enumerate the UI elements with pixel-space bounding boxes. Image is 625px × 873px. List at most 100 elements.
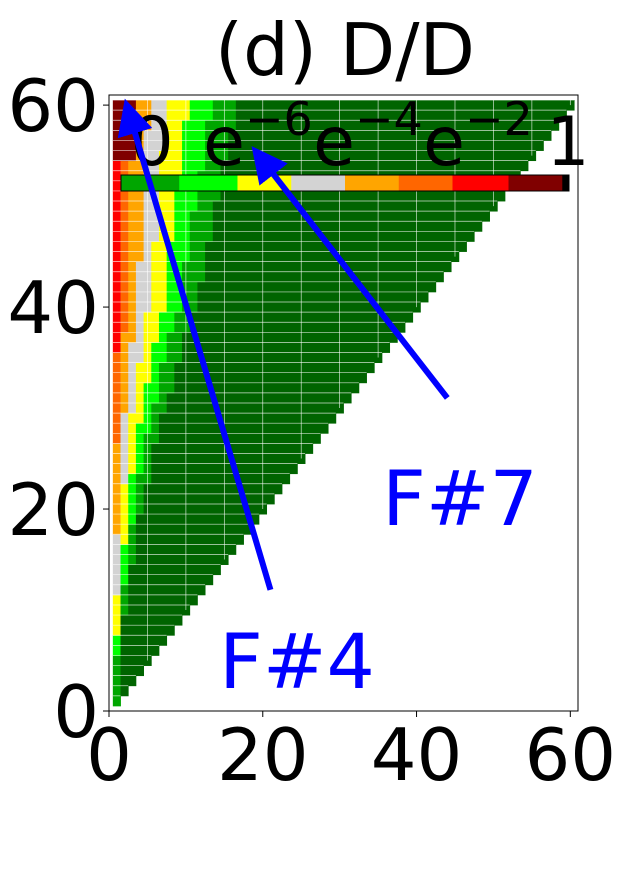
heatmap-cell	[120, 685, 129, 697]
heatmap-cell	[112, 211, 121, 222]
heatmap-cell	[158, 150, 183, 162]
heatmap-cell	[120, 503, 129, 515]
heatmap-cell	[112, 503, 121, 515]
heatmap-cell	[120, 362, 129, 374]
heatmap-cell	[189, 322, 406, 333]
heatmap-cell	[166, 130, 183, 141]
heatmap-cell	[143, 231, 160, 242]
heatmap-cell	[135, 382, 144, 394]
heatmap-cell	[182, 140, 206, 151]
heatmap-cell	[112, 695, 121, 707]
heatmap-cell	[135, 302, 152, 313]
heatmap-cell	[205, 271, 444, 283]
heatmap-cell	[128, 312, 137, 323]
heatmap-cell	[135, 483, 144, 495]
heatmap-cell	[228, 150, 537, 162]
heatmap-cell	[135, 403, 144, 414]
heatmap-cell	[197, 302, 421, 313]
x-tick-label: 0	[86, 713, 132, 797]
heatmap-cell	[174, 231, 191, 242]
heatmap-cell	[174, 312, 191, 323]
heatmap-cell	[120, 201, 129, 212]
heatmap-cell	[174, 362, 375, 374]
annotation-arrow	[251, 146, 450, 400]
heatmap-cell	[174, 221, 191, 232]
heatmap-cell	[182, 120, 206, 131]
heatmap-cell	[112, 241, 121, 252]
heatmap-cell	[143, 433, 160, 444]
heatmap-cell	[158, 221, 175, 232]
heatmap-cell	[120, 655, 152, 666]
heatmap-cell	[128, 544, 137, 555]
colorbar-segment	[398, 175, 453, 191]
heatmap-cell	[128, 493, 137, 505]
heatmap-cell	[228, 130, 552, 141]
heatmap-cell	[166, 241, 191, 252]
heatmap-cell	[120, 352, 129, 364]
heatmap-cell	[151, 403, 168, 414]
heatmap-cell	[166, 302, 183, 313]
heatmap-cell	[143, 140, 168, 151]
heatmap-cell	[158, 160, 183, 172]
heatmap-cell	[128, 463, 137, 475]
heatmap-cell	[189, 251, 206, 263]
heatmap-cell	[151, 100, 168, 111]
heatmap-cell	[128, 271, 137, 283]
heatmap-cell	[135, 392, 144, 404]
heatmap-cell	[182, 332, 398, 343]
heatmap-cell	[151, 261, 168, 273]
heatmap-cell	[197, 281, 437, 293]
heatmap-cell	[135, 261, 152, 273]
heatmap-cell	[120, 665, 144, 677]
y-tick-label: 0	[53, 670, 99, 754]
heatmap-cell	[158, 201, 175, 212]
heatmap-cell	[112, 564, 121, 576]
heatmap-cell	[174, 322, 191, 333]
heatmap-cell	[135, 453, 144, 464]
heatmap-cell	[212, 221, 483, 232]
heatmap-cell	[143, 201, 160, 212]
heatmap-cell	[120, 302, 129, 313]
heatmap-cell	[128, 392, 137, 404]
heatmap-cell	[220, 160, 529, 172]
heatmap-cell	[112, 150, 137, 162]
heatmap-cell	[166, 332, 183, 343]
heatmap-cell	[135, 362, 152, 374]
heatmap-cell	[143, 382, 160, 394]
heatmap-cell	[120, 261, 129, 273]
heatmap-cell	[128, 190, 144, 202]
heatmap-cell	[112, 544, 121, 555]
heatmap-cell	[151, 443, 314, 454]
heatmap-cell	[235, 120, 560, 131]
heatmap-cell	[189, 231, 214, 242]
heatmap-cell	[143, 160, 160, 172]
heatmap-cell	[158, 211, 175, 222]
heatmap-cell	[212, 201, 498, 212]
heatmap-cell	[182, 281, 198, 293]
heatmap-cell	[128, 362, 137, 374]
heatmap-cell	[112, 251, 121, 263]
x-axis-ticks: 0 20 40 60	[86, 711, 616, 797]
heatmap-cell	[120, 211, 129, 222]
heatmap-cell	[135, 443, 144, 454]
heatmap-cell	[120, 645, 160, 656]
heatmap-cell	[128, 352, 144, 364]
heatmap-cell	[128, 201, 144, 212]
heatmap-cell	[135, 433, 144, 444]
heatmap-cell	[166, 281, 183, 293]
heatmap-cell	[120, 382, 129, 394]
heatmap-cell	[158, 372, 175, 384]
heatmap-cell	[135, 332, 144, 343]
heatmap-cell	[128, 261, 137, 273]
heatmap-cell	[151, 342, 168, 353]
heatmap-cell	[112, 372, 121, 384]
heatmap-cell	[182, 352, 383, 364]
heatmap-cell	[128, 251, 144, 263]
heatmap-cell	[143, 312, 160, 323]
colorbar-tick-labels: 0 e−6 e−4 e−2 1	[130, 92, 589, 182]
heatmap-cell	[112, 574, 121, 586]
heatmap-cell	[158, 332, 168, 343]
heatmap-cell	[128, 564, 221, 576]
heatmap-cell	[135, 372, 152, 384]
